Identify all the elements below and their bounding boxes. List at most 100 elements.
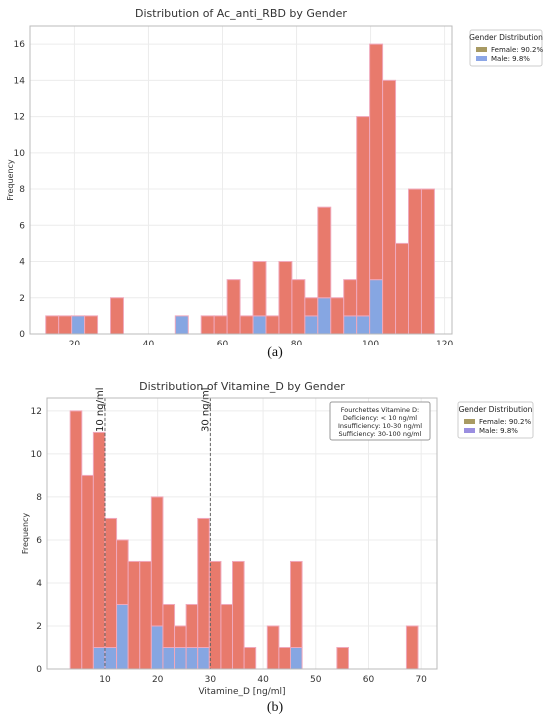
x-tick-label: 120 (436, 340, 453, 345)
bar-female (139, 560, 152, 670)
bar-male (317, 297, 332, 335)
bar-female (104, 517, 118, 648)
bar-female (369, 43, 384, 281)
bar-female (317, 206, 332, 299)
bar-male (304, 315, 319, 335)
legend-entry: Male: 9.8% (479, 427, 518, 435)
y-tick-label: 2 (36, 622, 42, 632)
bar-female (213, 315, 228, 335)
bar-male (92, 646, 106, 670)
bar-female (336, 646, 349, 670)
bar-female (252, 261, 267, 317)
bar-female (185, 603, 199, 648)
plot-frame (46, 397, 438, 670)
bar-female (243, 646, 257, 670)
x-tick-label: 30 (205, 675, 217, 685)
x-tick-label: 20 (69, 340, 81, 345)
bar-female (81, 474, 94, 670)
legend-swatch (464, 428, 475, 433)
bar-female (356, 116, 371, 317)
ac-anti-rbd-histogram: Distribution of Ac_anti_RBD by Gender 0 2 4… (6, 7, 543, 345)
bar-female (420, 188, 435, 335)
legend-title: Gender Distribution (469, 33, 543, 42)
bar-male (289, 646, 303, 670)
info-box-title: Fourchettes Vitamine D: (341, 406, 420, 414)
info-box-line: Sufficiency: 30-100 ng/ml (339, 430, 422, 438)
bar-female (197, 517, 210, 648)
plot-frame (29, 25, 453, 335)
chart-title: Distribution of Ac_anti_RBD by Gender (135, 7, 347, 20)
bar-female (226, 279, 241, 335)
bar-female (289, 560, 303, 648)
bar-female (239, 315, 254, 335)
bar-female (304, 297, 319, 317)
bar-male (162, 646, 176, 670)
y-tick-label: 6 (19, 221, 25, 231)
legend-title: Gender Distribution (459, 405, 533, 414)
bar-female (150, 496, 164, 627)
bar-female (408, 188, 422, 335)
x-tick-label: 10 (99, 675, 111, 685)
bar-male (185, 646, 199, 670)
y-tick-label: 8 (19, 185, 25, 195)
x-tick-label: 40 (143, 340, 155, 345)
bar-male (343, 315, 358, 335)
legend-box (457, 401, 534, 439)
bar-female (220, 603, 234, 670)
bar-female (265, 315, 280, 335)
y-tick-label: 0 (36, 665, 42, 675)
y-tick-label: 6 (36, 536, 42, 546)
legend-entry: Female: 90.2% (491, 46, 543, 54)
legend-swatch (476, 56, 487, 61)
y-tick-label: 16 (14, 40, 26, 50)
legend-box (469, 29, 543, 67)
y-tick-label: 12 (31, 407, 42, 417)
bar-female (69, 410, 83, 670)
bar-female (110, 297, 124, 335)
chart-title: Distribution of Vitamine_D by Gender (139, 380, 345, 393)
bar-female (84, 315, 99, 335)
x-tick-label: 50 (310, 675, 322, 685)
x-axis-label: Vitamine_D [ng/ml] (198, 687, 285, 697)
chart-panel-b: Distribution of Vitamine_D by Gender 0 2 4 6… (0, 360, 550, 722)
bar-female (291, 279, 306, 335)
x-tick-label: 40 (257, 675, 269, 685)
bar-female (330, 297, 345, 335)
x-tick-label: 100 (362, 340, 379, 345)
legend-swatch (476, 47, 487, 52)
y-tick-label: 2 (19, 294, 25, 304)
bar-male (104, 646, 118, 670)
bar-female (266, 625, 280, 670)
x-tick-label: 60 (217, 340, 229, 345)
y-tick-label: 4 (36, 579, 42, 589)
y-tick-label: 14 (14, 76, 26, 86)
bar-female (45, 315, 60, 335)
bar-female (208, 560, 222, 670)
bar-male (71, 315, 86, 335)
reference-line-label: 30 ng/ml (200, 388, 211, 432)
bar-male (369, 279, 384, 335)
info-box-line: Insufficiency: 10-30 ng/ml (338, 422, 422, 430)
info-box-line: Deficiency: < 10 ng/ml (343, 414, 417, 422)
legend-entry: Male: 9.8% (491, 55, 530, 63)
bar-female (395, 242, 410, 335)
x-tick-label: 20 (152, 675, 164, 685)
bar-female (116, 539, 129, 605)
bar-female (162, 603, 176, 648)
bar-female (278, 646, 291, 670)
x-tick-label: 80 (291, 340, 303, 345)
bar-male (150, 625, 164, 670)
y-tick-label: 8 (36, 493, 42, 503)
bar-female (343, 279, 358, 317)
bar-female (127, 560, 141, 670)
bar-female (200, 315, 215, 335)
reference-line-label: 10 ng/ml (95, 388, 106, 432)
y-tick-label: 10 (14, 149, 26, 159)
y-tick-label: 12 (14, 113, 25, 123)
bar-male (356, 315, 371, 335)
bar-female (92, 431, 106, 648)
bar-female (58, 315, 73, 335)
bar-female (232, 560, 245, 670)
bar-male (174, 315, 189, 335)
bar-male (116, 603, 129, 670)
